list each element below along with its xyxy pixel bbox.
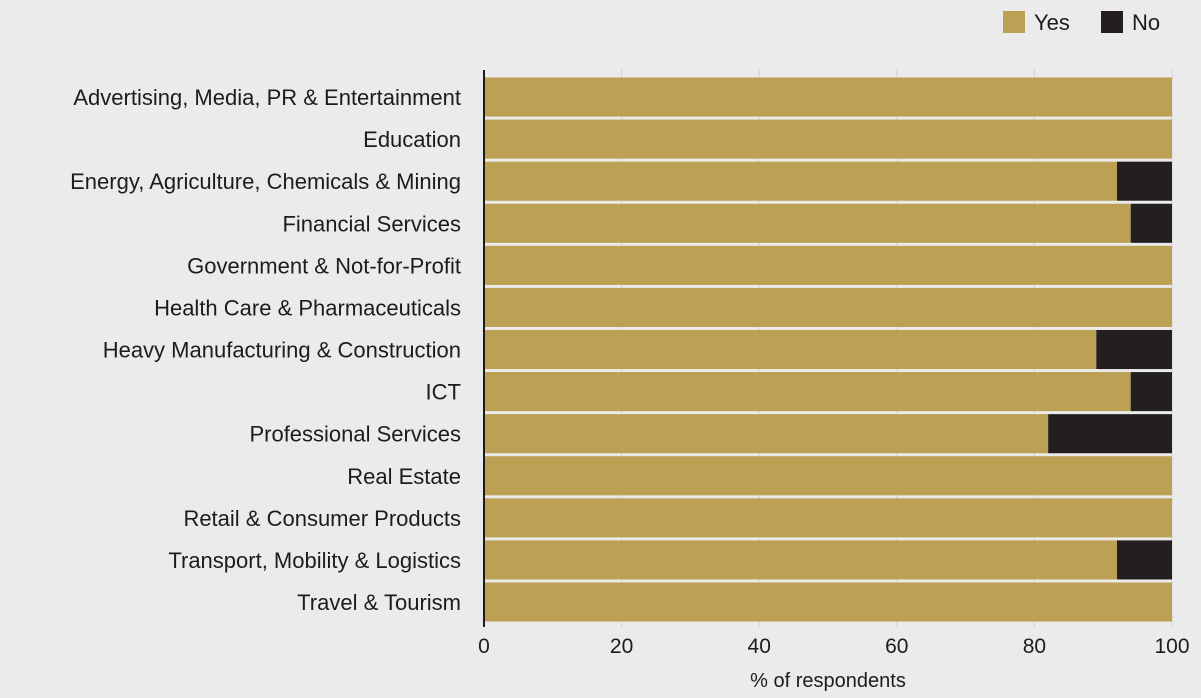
bar-yes bbox=[484, 287, 1172, 327]
category-label: Energy, Agriculture, Chemicals & Mining bbox=[70, 169, 461, 194]
category-label: Heavy Manufacturing & Construction bbox=[103, 338, 461, 363]
legend-swatch-no bbox=[1101, 11, 1123, 33]
category-labels: Advertising, Media, PR & Entertainment Ed… bbox=[70, 85, 461, 615]
category-label: Education bbox=[363, 127, 461, 152]
category-label: Health Care & Pharmaceuticals bbox=[154, 295, 461, 320]
category-label: Government & Not-for-Profit bbox=[187, 253, 461, 278]
category-label: Real Estate bbox=[347, 464, 461, 489]
bar-yes bbox=[484, 245, 1172, 285]
category-label: Financial Services bbox=[282, 211, 461, 236]
category-label: Professional Services bbox=[249, 422, 461, 447]
category-label: Transport, Mobility & Logistics bbox=[168, 548, 461, 573]
bar-no bbox=[1116, 540, 1172, 580]
bar-yes bbox=[484, 203, 1131, 243]
x-tick-label: 40 bbox=[748, 635, 771, 658]
x-tick-labels: 0 20 40 60 80 100 bbox=[478, 635, 1189, 658]
bar-yes bbox=[484, 77, 1172, 117]
x-axis-title: % of respondents bbox=[750, 670, 906, 692]
category-label: Retail & Consumer Products bbox=[183, 506, 461, 531]
bar-no bbox=[1116, 161, 1172, 201]
legend: Yes No bbox=[1003, 10, 1160, 35]
bar-no bbox=[1130, 203, 1172, 243]
legend-label-yes: Yes bbox=[1034, 10, 1070, 35]
category-label: ICT bbox=[426, 380, 461, 405]
bar-yes bbox=[484, 119, 1172, 159]
category-label: Advertising, Media, PR & Entertainment bbox=[73, 85, 461, 110]
bar-yes bbox=[484, 582, 1172, 622]
x-tick-label: 20 bbox=[610, 635, 633, 658]
bars bbox=[484, 77, 1172, 622]
bar-no bbox=[1048, 414, 1172, 454]
x-tick-label: 80 bbox=[1023, 635, 1046, 658]
bar-yes bbox=[484, 498, 1172, 538]
x-tick-label: 60 bbox=[885, 635, 908, 658]
legend-label-no: No bbox=[1132, 10, 1160, 35]
legend-swatch-yes bbox=[1003, 11, 1025, 33]
bar-yes bbox=[484, 540, 1117, 580]
category-label: Travel & Tourism bbox=[297, 590, 461, 615]
bar-no bbox=[1130, 372, 1172, 412]
bar-yes bbox=[484, 329, 1097, 370]
bar-yes bbox=[484, 456, 1172, 496]
x-tick-label: 100 bbox=[1154, 635, 1189, 658]
bar-yes bbox=[484, 161, 1117, 201]
bar-no bbox=[1096, 329, 1172, 370]
x-tick-label: 0 bbox=[478, 635, 490, 658]
bar-yes bbox=[484, 414, 1049, 454]
bar-yes bbox=[484, 372, 1131, 412]
